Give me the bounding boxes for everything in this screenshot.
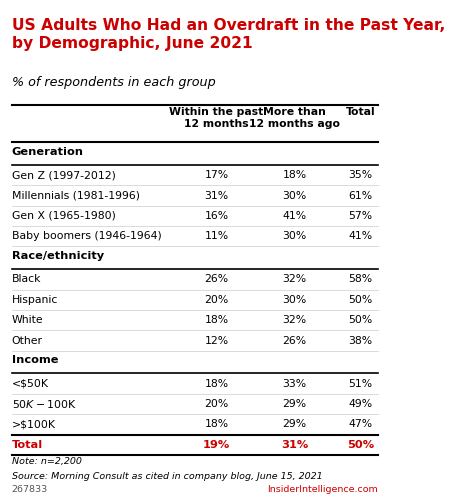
Text: Total: Total bbox=[346, 107, 376, 117]
Text: White: White bbox=[12, 315, 43, 325]
Text: 29%: 29% bbox=[282, 419, 306, 429]
Text: 267833: 267833 bbox=[12, 485, 48, 494]
Text: Black: Black bbox=[12, 275, 41, 285]
Text: 26%: 26% bbox=[282, 336, 306, 346]
Text: 11%: 11% bbox=[204, 231, 228, 241]
Text: Source: Morning Consult as cited in company blog, June 15, 2021: Source: Morning Consult as cited in comp… bbox=[12, 472, 322, 481]
Text: US Adults Who Had an Overdraft in the Past Year,
by Demographic, June 2021: US Adults Who Had an Overdraft in the Pa… bbox=[12, 18, 445, 51]
Text: 50%: 50% bbox=[349, 295, 373, 305]
Text: 20%: 20% bbox=[204, 399, 228, 409]
Text: Note: n=2,200: Note: n=2,200 bbox=[12, 457, 82, 466]
Text: 49%: 49% bbox=[349, 399, 373, 409]
Text: 12%: 12% bbox=[204, 336, 228, 346]
Text: 30%: 30% bbox=[282, 295, 306, 305]
Text: 51%: 51% bbox=[349, 379, 373, 389]
Text: 31%: 31% bbox=[281, 440, 308, 450]
Text: 16%: 16% bbox=[204, 211, 228, 221]
Text: Total: Total bbox=[12, 440, 43, 450]
Text: 41%: 41% bbox=[349, 231, 373, 241]
Text: % of respondents in each group: % of respondents in each group bbox=[12, 76, 215, 89]
Text: 18%: 18% bbox=[204, 419, 228, 429]
Text: Within the past
12 months: Within the past 12 months bbox=[169, 107, 264, 129]
Text: 29%: 29% bbox=[282, 399, 306, 409]
Text: Race/ethnicity: Race/ethnicity bbox=[12, 251, 104, 261]
Text: Other: Other bbox=[12, 336, 43, 346]
Text: Gen X (1965-1980): Gen X (1965-1980) bbox=[12, 211, 116, 221]
Text: 47%: 47% bbox=[349, 419, 373, 429]
Text: 33%: 33% bbox=[282, 379, 306, 389]
Text: 57%: 57% bbox=[349, 211, 373, 221]
Text: 50%: 50% bbox=[349, 315, 373, 325]
Text: 20%: 20% bbox=[204, 295, 228, 305]
Text: >$100K: >$100K bbox=[12, 419, 56, 429]
Text: 38%: 38% bbox=[349, 336, 373, 346]
Text: Income: Income bbox=[12, 355, 58, 365]
Text: 30%: 30% bbox=[282, 190, 306, 200]
Text: 30%: 30% bbox=[282, 231, 306, 241]
Text: Millennials (1981-1996): Millennials (1981-1996) bbox=[12, 190, 140, 200]
Text: Generation: Generation bbox=[12, 147, 84, 157]
Text: $50K-$100K: $50K-$100K bbox=[12, 398, 76, 410]
Text: Hispanic: Hispanic bbox=[12, 295, 58, 305]
Text: 18%: 18% bbox=[282, 170, 306, 180]
Text: 18%: 18% bbox=[204, 315, 228, 325]
Text: 41%: 41% bbox=[282, 211, 306, 221]
Text: Gen Z (1997-2012): Gen Z (1997-2012) bbox=[12, 170, 116, 180]
Text: 17%: 17% bbox=[204, 170, 228, 180]
Text: InsiderIntelligence.com: InsiderIntelligence.com bbox=[267, 485, 378, 494]
Text: 19%: 19% bbox=[203, 440, 230, 450]
Text: 31%: 31% bbox=[204, 190, 228, 200]
Text: 18%: 18% bbox=[204, 379, 228, 389]
Text: 26%: 26% bbox=[204, 275, 228, 285]
Text: 32%: 32% bbox=[282, 275, 306, 285]
Text: 32%: 32% bbox=[282, 315, 306, 325]
Text: <$50K: <$50K bbox=[12, 379, 49, 389]
Text: Baby boomers (1946-1964): Baby boomers (1946-1964) bbox=[12, 231, 162, 241]
Text: 61%: 61% bbox=[349, 190, 373, 200]
Text: 50%: 50% bbox=[347, 440, 374, 450]
Text: More than
12 months ago: More than 12 months ago bbox=[249, 107, 340, 129]
Text: 35%: 35% bbox=[349, 170, 373, 180]
Text: 58%: 58% bbox=[349, 275, 373, 285]
